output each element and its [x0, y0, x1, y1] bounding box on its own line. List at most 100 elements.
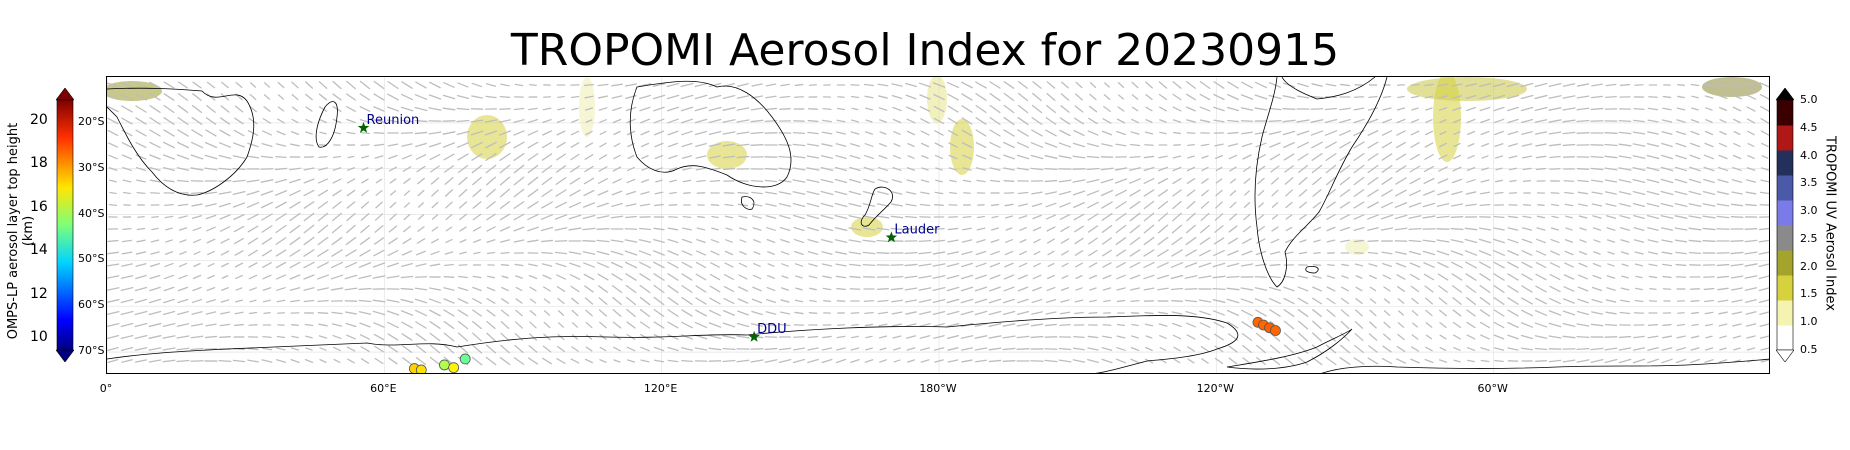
wind-arrow	[708, 334, 722, 340]
wind-arrow	[162, 359, 176, 363]
wind-arrow	[583, 273, 595, 281]
wind-arrow	[1312, 189, 1322, 197]
wind-arrow	[947, 227, 959, 231]
wind-arrow	[417, 177, 425, 185]
wind-arrow	[1732, 166, 1742, 172]
wind-arrow	[1562, 131, 1576, 135]
wind-arrow	[1521, 131, 1533, 135]
wind-arrow	[556, 119, 566, 123]
wind-arrow	[1312, 176, 1322, 186]
wind-arrow	[1016, 311, 1030, 315]
wind-arrow	[946, 310, 960, 316]
wind-arrow	[1354, 84, 1364, 86]
wind-arrow	[1604, 132, 1618, 134]
wind-arrow	[542, 118, 552, 124]
wind-arrow	[1271, 226, 1279, 232]
wind-arrow	[1646, 178, 1660, 184]
wind-arrow	[275, 359, 287, 363]
wind-arrow	[598, 107, 608, 111]
wind-arrow	[1646, 215, 1660, 219]
wind-arrow	[1242, 344, 1252, 354]
wind-arrow	[779, 226, 791, 232]
wind-arrow	[165, 239, 173, 243]
wind-arrow	[1606, 239, 1616, 243]
wind-arrow	[975, 167, 987, 171]
wind-arrow	[598, 297, 608, 305]
wind-arrow	[932, 298, 946, 304]
wind-arrow	[317, 189, 329, 197]
wind-arrow	[388, 154, 398, 160]
wind-arrow	[1607, 263, 1615, 267]
wind-arrow	[1409, 189, 1421, 197]
wind-arrow	[708, 118, 722, 124]
wind-arrow	[444, 189, 454, 197]
wind-arrow	[780, 299, 790, 303]
wind-arrow	[639, 106, 651, 112]
wind-arrow	[556, 141, 566, 149]
wind-arrow	[291, 324, 299, 326]
wind-arrow	[795, 275, 803, 279]
wind-arrow	[1159, 131, 1167, 135]
coastline-antarctic-peninsula	[1226, 328, 1353, 370]
wind-arrow	[1632, 155, 1646, 159]
wind-arrow	[1367, 176, 1379, 186]
wind-arrow	[1341, 263, 1349, 267]
wind-arrow	[947, 359, 959, 363]
wind-arrow	[1033, 250, 1041, 256]
colorbar-segment	[1777, 150, 1793, 176]
wind-arrow	[260, 179, 274, 183]
wind-arrow	[1759, 323, 1769, 327]
wind-arrow	[233, 142, 245, 148]
wind-arrow	[1618, 119, 1632, 123]
wind-arrow	[876, 227, 890, 231]
wind-arrow	[990, 250, 1000, 256]
wind-arrow	[1297, 141, 1309, 149]
wind-arrow	[764, 167, 778, 171]
wind-arrow	[1185, 310, 1197, 316]
wind-arrow	[1422, 202, 1436, 208]
wind-arrow	[1438, 166, 1448, 172]
wind-arrow	[1297, 82, 1309, 88]
wind-arrow	[849, 166, 861, 172]
wind-arrow	[431, 226, 439, 232]
wind-arrow	[1297, 356, 1309, 366]
wind-arrow	[318, 323, 328, 327]
wind-arrow	[177, 129, 189, 137]
wind-arrow	[1562, 310, 1576, 316]
wind-arrow	[403, 190, 411, 196]
wind-arrow	[1172, 93, 1182, 101]
wind-arrow	[1746, 167, 1756, 171]
wind-arrow	[359, 106, 371, 112]
wind-arrow	[918, 275, 932, 279]
wind-arrow	[554, 240, 568, 242]
wind-arrow	[822, 119, 832, 123]
wind-arrow	[374, 357, 384, 365]
wind-arrow	[207, 263, 215, 267]
wind-arrow	[277, 106, 285, 112]
wind-arrow	[850, 347, 860, 351]
wind-arrow	[1046, 286, 1056, 292]
aerosol-colorbar-tick-label: 1.0	[1800, 315, 1818, 329]
wind-arrow	[1451, 83, 1463, 87]
wind-arrow	[1214, 225, 1224, 233]
wind-arrow	[401, 81, 413, 89]
wind-arrow	[1086, 178, 1100, 184]
wind-arrow	[176, 359, 190, 363]
wind-arrow	[820, 190, 834, 196]
wind-arrow	[1117, 82, 1125, 88]
wind-arrow	[529, 309, 537, 317]
wind-arrow	[1408, 227, 1422, 231]
wind-arrow	[1425, 107, 1433, 111]
wind-arrow	[778, 191, 792, 195]
wind-arrow	[837, 96, 845, 98]
wind-arrow	[1143, 200, 1155, 210]
wind-arrow	[1718, 106, 1728, 112]
wind-arrow	[1423, 190, 1435, 196]
wind-arrow	[1325, 152, 1337, 162]
wind-arrow	[878, 335, 888, 339]
wind-arrow	[120, 322, 134, 328]
station-label: DDU	[757, 322, 787, 337]
wind-arrow	[808, 275, 818, 279]
wind-arrow	[346, 118, 356, 124]
wind-arrow	[1158, 81, 1168, 89]
